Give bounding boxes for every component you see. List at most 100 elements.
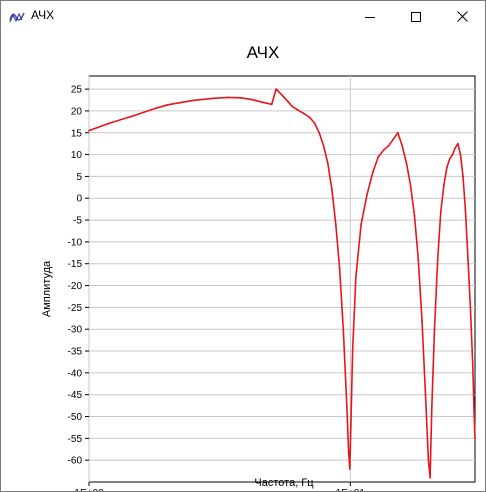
data-point (270, 103, 273, 106)
data-point (396, 131, 399, 134)
data-point (250, 98, 253, 101)
data-point (108, 122, 111, 125)
title-bar[interactable]: АЧХ (1, 1, 485, 32)
y-tick-label: -50 (68, 412, 83, 423)
y-tick-label: 25 (71, 85, 83, 96)
data-point (474, 437, 476, 440)
data-point (296, 109, 299, 111)
data-point (345, 406, 348, 409)
data-point (454, 147, 457, 149)
data-point (387, 144, 390, 147)
data-point (451, 153, 454, 156)
data-point (348, 468, 351, 470)
data-point (433, 328, 436, 331)
data-point (287, 101, 290, 104)
maximize-button[interactable] (393, 1, 439, 32)
y-tick-label: -40 (68, 368, 83, 379)
close-icon (456, 11, 468, 22)
data-point (313, 122, 316, 125)
data-point (442, 184, 445, 187)
data-point (421, 319, 423, 322)
maximize-icon (411, 11, 421, 22)
x-axis-ticks: 1E+00 1E+01 (74, 482, 365, 491)
y-tick-label: 10 (71, 150, 83, 161)
y-tick-label: -45 (68, 390, 83, 401)
data-point (471, 363, 474, 366)
data-point (424, 393, 427, 396)
data-point (322, 144, 325, 147)
y-tick-label: -35 (68, 347, 83, 358)
y-tick-label: -5 (73, 216, 82, 227)
close-button[interactable] (439, 1, 485, 32)
data-point (473, 415, 476, 418)
data-point (439, 210, 442, 213)
y-tick-label: -60 (68, 456, 83, 467)
y-tick-label: 0 (76, 194, 82, 205)
chart-area: АЧХ 25 20 15 10 5 0 -5 -10 -15 -20 -25 -30 -35 -40 -45… (1, 32, 485, 491)
data-point (308, 116, 311, 119)
data-point (462, 175, 464, 178)
data-point (448, 158, 451, 160)
data-point (366, 192, 369, 195)
data-point (456, 142, 459, 145)
y-tick-label: -30 (68, 325, 83, 336)
data-point (261, 101, 264, 104)
data-point (291, 105, 294, 108)
data-point (326, 162, 329, 165)
data-point (427, 459, 430, 462)
data-point (436, 258, 439, 261)
data-point (212, 97, 215, 100)
series-line-0 (88, 88, 476, 479)
data-point (334, 223, 337, 226)
data-point (360, 223, 363, 226)
data-point (281, 94, 284, 97)
minimize-button[interactable] (347, 1, 393, 32)
x-tick-label: 1E+01 (336, 488, 366, 491)
x-tick-label: 1E+00 (74, 488, 104, 491)
data-point (88, 129, 90, 132)
data-point (467, 258, 469, 261)
frequency-response-chart: АЧХ 25 20 15 10 5 0 -5 -10 -15 -20 -25 -30 -35 -40 -45… (41, 43, 476, 491)
data-point (464, 210, 467, 213)
data-point (342, 328, 345, 331)
y-tick-label: -25 (68, 303, 83, 314)
y-tick-label: -20 (68, 281, 83, 292)
data-point (469, 306, 472, 309)
y-tick-label: -55 (68, 434, 83, 445)
data-point (239, 96, 242, 99)
data-point (430, 406, 433, 409)
plot-frame (88, 75, 476, 483)
data-point (154, 107, 157, 110)
y-tick-label: -10 (68, 237, 83, 248)
data-point (392, 138, 395, 141)
data-point (377, 155, 380, 158)
data-point (166, 103, 169, 106)
data-point (409, 184, 412, 187)
data-point (302, 112, 305, 115)
data-point (349, 424, 352, 427)
data-point (413, 214, 416, 217)
data-point (330, 188, 333, 191)
minimize-icon (365, 16, 375, 18)
y-axis-ticks: 25 20 15 10 5 0 -5 -10 -15 -20 -25 -30 -35 -40 -45 -50 -… (68, 85, 89, 467)
app-logo-icon (9, 12, 25, 23)
data-point (134, 114, 136, 117)
data-point (445, 166, 448, 169)
data-point (338, 267, 341, 269)
y-axis-label: Амплитуда (41, 260, 53, 317)
data-point (429, 476, 432, 479)
y-tick-label: -15 (68, 259, 83, 270)
data-point (354, 275, 357, 278)
data-point (371, 171, 374, 173)
data-point (192, 99, 194, 102)
x-axis-label: Частота, Гц (254, 477, 314, 489)
grid (88, 76, 475, 482)
data-point (382, 149, 385, 152)
window-title: АЧХ (31, 8, 55, 22)
data-point (318, 131, 321, 134)
data-point (417, 258, 420, 261)
chart-title: АЧХ (247, 43, 280, 62)
data-point (347, 450, 350, 453)
data-point (275, 88, 278, 90)
